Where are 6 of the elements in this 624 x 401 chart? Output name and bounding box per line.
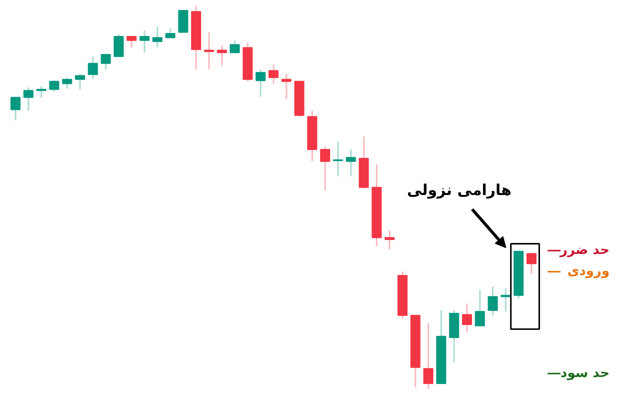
ref-line-label: حد سود [560,366,610,382]
ref-line-label: ورودی [567,264,610,280]
candlestick [114,34,124,58]
candlestick [178,10,188,33]
annotation: هارامی نزولی [406,181,512,200]
ref-line-label: حد ضرر [559,243,610,258]
